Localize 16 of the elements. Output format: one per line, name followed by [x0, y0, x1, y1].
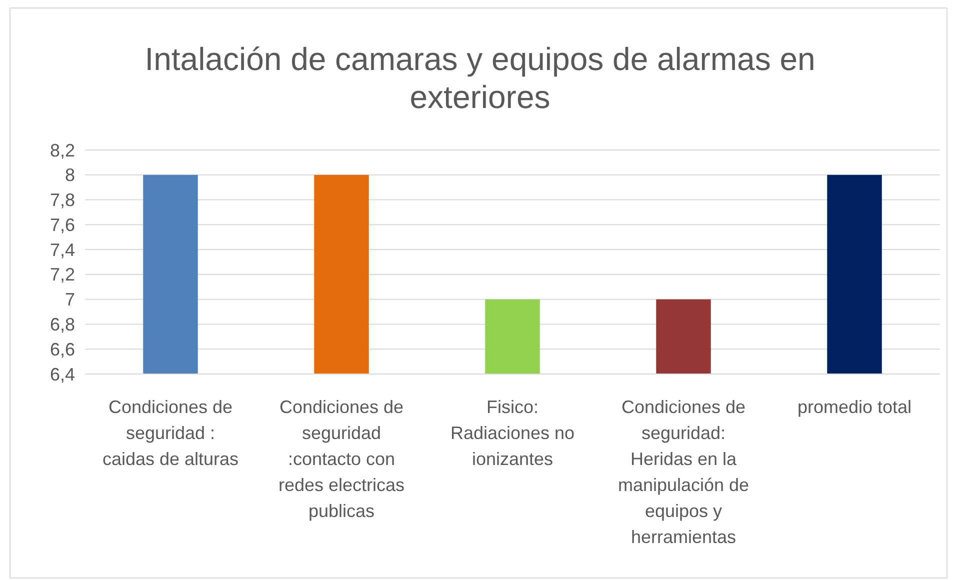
y-tick-label: 8,2 — [50, 140, 75, 160]
y-tick-label: 7,4 — [50, 240, 75, 260]
x-tick-label: Condiciones de seguridad : caidas de alturas — [102, 397, 239, 469]
x-tick-label: Fisico: Radiaciones no ionizantes — [450, 397, 575, 469]
chart-title: Intalación de camaras y equipos de alarmas en exteriores — [144, 41, 816, 115]
y-tick-label: 8 — [64, 165, 75, 186]
x-tick-label: Condiciones de seguridad :contacto con redes electricas publicas — [278, 397, 405, 521]
y-tick-label: 6,6 — [50, 339, 75, 360]
y-tick-label: 7,2 — [50, 264, 75, 285]
y-tick-label: 6,8 — [50, 314, 75, 335]
x-tick-label: Condiciones de seguridad: Heridas en la manipulación de equipos y herramientas — [618, 397, 750, 547]
x-tick-label: promedio total — [797, 397, 912, 417]
y-tick-label: 7 — [64, 290, 75, 310]
y-tick-label: 6,4 — [50, 364, 75, 384]
y-tick-label: 7,8 — [50, 190, 75, 210]
y-tick-label: 7,6 — [50, 214, 75, 235]
